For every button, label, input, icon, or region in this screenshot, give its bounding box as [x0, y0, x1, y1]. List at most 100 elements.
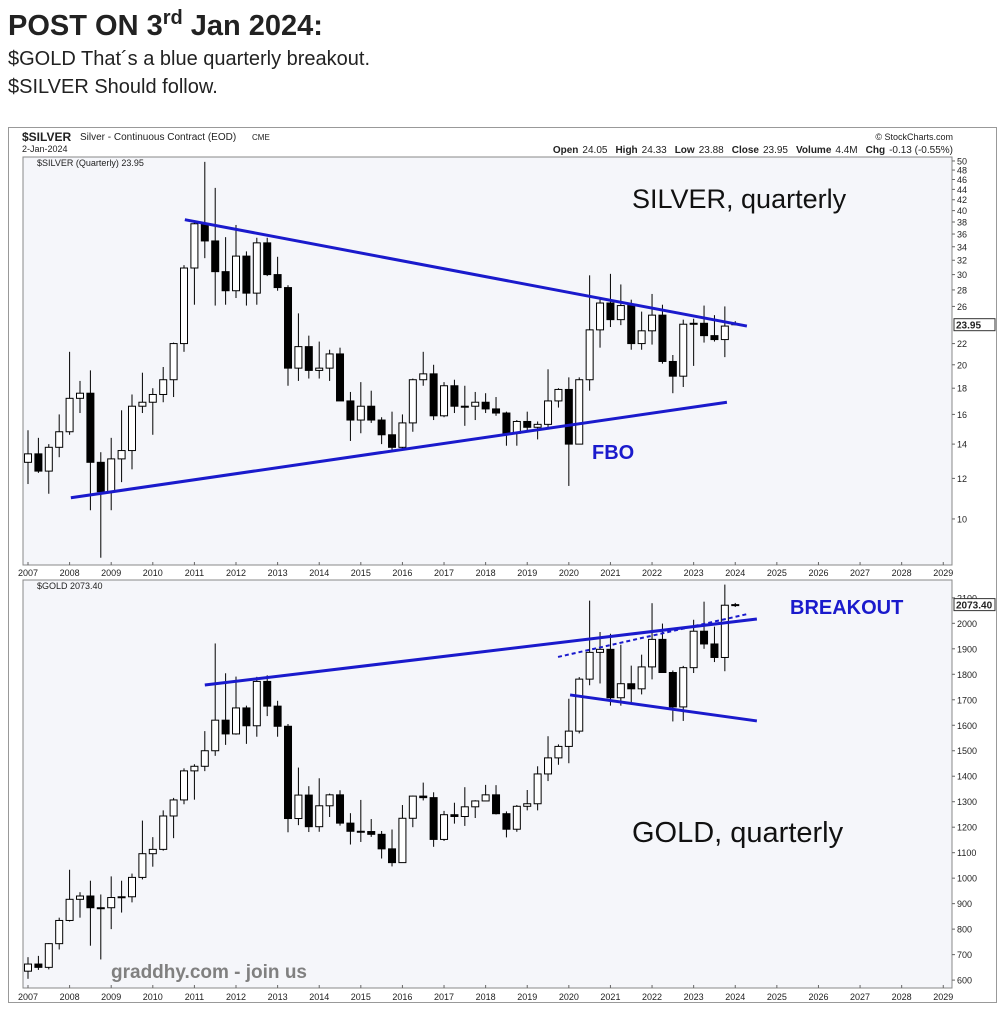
candle-body: [731, 604, 740, 607]
candle-body: [159, 379, 168, 395]
quote-label: Chg: [866, 145, 885, 156]
y-tick-label: 30: [957, 270, 967, 280]
candle-body: [200, 223, 209, 242]
candle-body: [117, 896, 126, 899]
x-tick-label: 2010: [143, 568, 163, 578]
candle-body: [648, 314, 657, 332]
y-tick-label: 800: [957, 925, 972, 935]
candle-body: [263, 242, 272, 276]
candle-body: [356, 830, 365, 833]
candle-body: [585, 651, 594, 680]
candle-body: [627, 683, 636, 690]
candle-body: [325, 353, 334, 369]
candle-body: [616, 305, 625, 321]
candle-body: [596, 648, 605, 653]
candle-body: [34, 453, 43, 472]
title-text: POST ON 3: [8, 10, 163, 42]
last-price-box: [953, 318, 996, 332]
candle-body: [679, 667, 688, 708]
x-tick-label: 2023: [684, 992, 704, 1002]
candle-body: [138, 853, 147, 878]
y-tick-label: 36: [957, 230, 967, 240]
trend-line: [70, 400, 728, 500]
y-tick-label: 40: [957, 206, 967, 216]
y-tick-label: 14: [957, 440, 967, 450]
candle-body: [492, 794, 501, 815]
candle-body: [460, 405, 469, 408]
candle-body: [284, 725, 293, 820]
candle-body: [128, 876, 137, 898]
watermark: graddhy.com - join us: [111, 962, 307, 983]
x-tick-label: 2027: [850, 568, 870, 578]
trend-line: [557, 612, 749, 658]
candle-body: [367, 405, 376, 421]
y-tick-label: 600: [957, 976, 972, 986]
x-tick-label: 2014: [309, 992, 329, 1002]
candle-body: [419, 373, 428, 381]
quote-value: 23.88: [699, 145, 724, 156]
x-tick-label: 2028: [892, 568, 912, 578]
candle-body: [346, 822, 355, 832]
x-tick-label: 2012: [226, 568, 246, 578]
candle-body: [304, 794, 313, 828]
quote-label: High: [615, 145, 637, 156]
candle-body: [668, 360, 677, 377]
candle-body: [658, 638, 667, 674]
candle-body: [606, 302, 615, 321]
candle-body: [294, 346, 303, 369]
candle-body: [720, 604, 729, 658]
last-price-label: 23.95: [956, 321, 981, 332]
legend: $GOLD 2073.40: [37, 581, 103, 591]
candle-body: [471, 800, 480, 808]
x-tick-label: 2020: [559, 992, 579, 1002]
candle-body: [159, 815, 168, 850]
x-tick-label: 2027: [850, 992, 870, 1002]
x-tick-label: 2022: [642, 568, 662, 578]
candle-body: [128, 405, 137, 452]
candle-body: [169, 799, 178, 817]
x-tick-label: 2023: [684, 568, 704, 578]
candle-body: [429, 797, 438, 840]
y-tick-label: 20: [957, 360, 967, 370]
candle-body: [180, 267, 189, 345]
symbol: $SILVER: [22, 130, 71, 144]
y-tick-label: 1700: [957, 695, 977, 705]
exchange: CME: [252, 133, 270, 142]
y-tick-label: 12: [957, 474, 967, 484]
trend-line: [184, 218, 748, 328]
candle-body: [637, 666, 646, 690]
y-tick-label: 1800: [957, 670, 977, 680]
candle-body: [107, 458, 116, 493]
description: Silver - Continuous Contract (EOD): [80, 132, 236, 143]
candle-body: [34, 963, 43, 968]
candle-body: [180, 770, 189, 801]
candle-body: [398, 422, 407, 448]
candle-body: [377, 833, 386, 850]
candle-body: [252, 680, 261, 727]
candle-body: [523, 803, 532, 807]
x-tick-label: 2020: [559, 568, 579, 578]
y-tick-label: 34: [957, 242, 967, 252]
candle-body: [148, 393, 157, 403]
candle-body: [585, 329, 594, 381]
candle-body: [700, 322, 709, 337]
candle-body: [668, 672, 677, 708]
candle-body: [346, 400, 355, 421]
candle-body: [336, 794, 345, 824]
candle-body: [575, 379, 584, 445]
candle-body: [544, 400, 553, 425]
candle-body: [96, 907, 105, 910]
annotation: SILVER, quarterly: [632, 184, 847, 214]
candle-body: [86, 895, 95, 909]
candle-body: [658, 314, 667, 362]
candle-body: [481, 794, 490, 802]
candle-body: [325, 794, 334, 807]
candle-body: [398, 817, 407, 864]
post-title: POST ON 3rd Jan 2024:: [8, 7, 323, 42]
last-price-label: 2073.40: [956, 601, 993, 612]
candle-body: [377, 419, 386, 436]
candle-body: [648, 638, 657, 668]
candle-body: [388, 848, 397, 864]
candle-body: [86, 392, 95, 463]
candle-body: [408, 379, 417, 424]
